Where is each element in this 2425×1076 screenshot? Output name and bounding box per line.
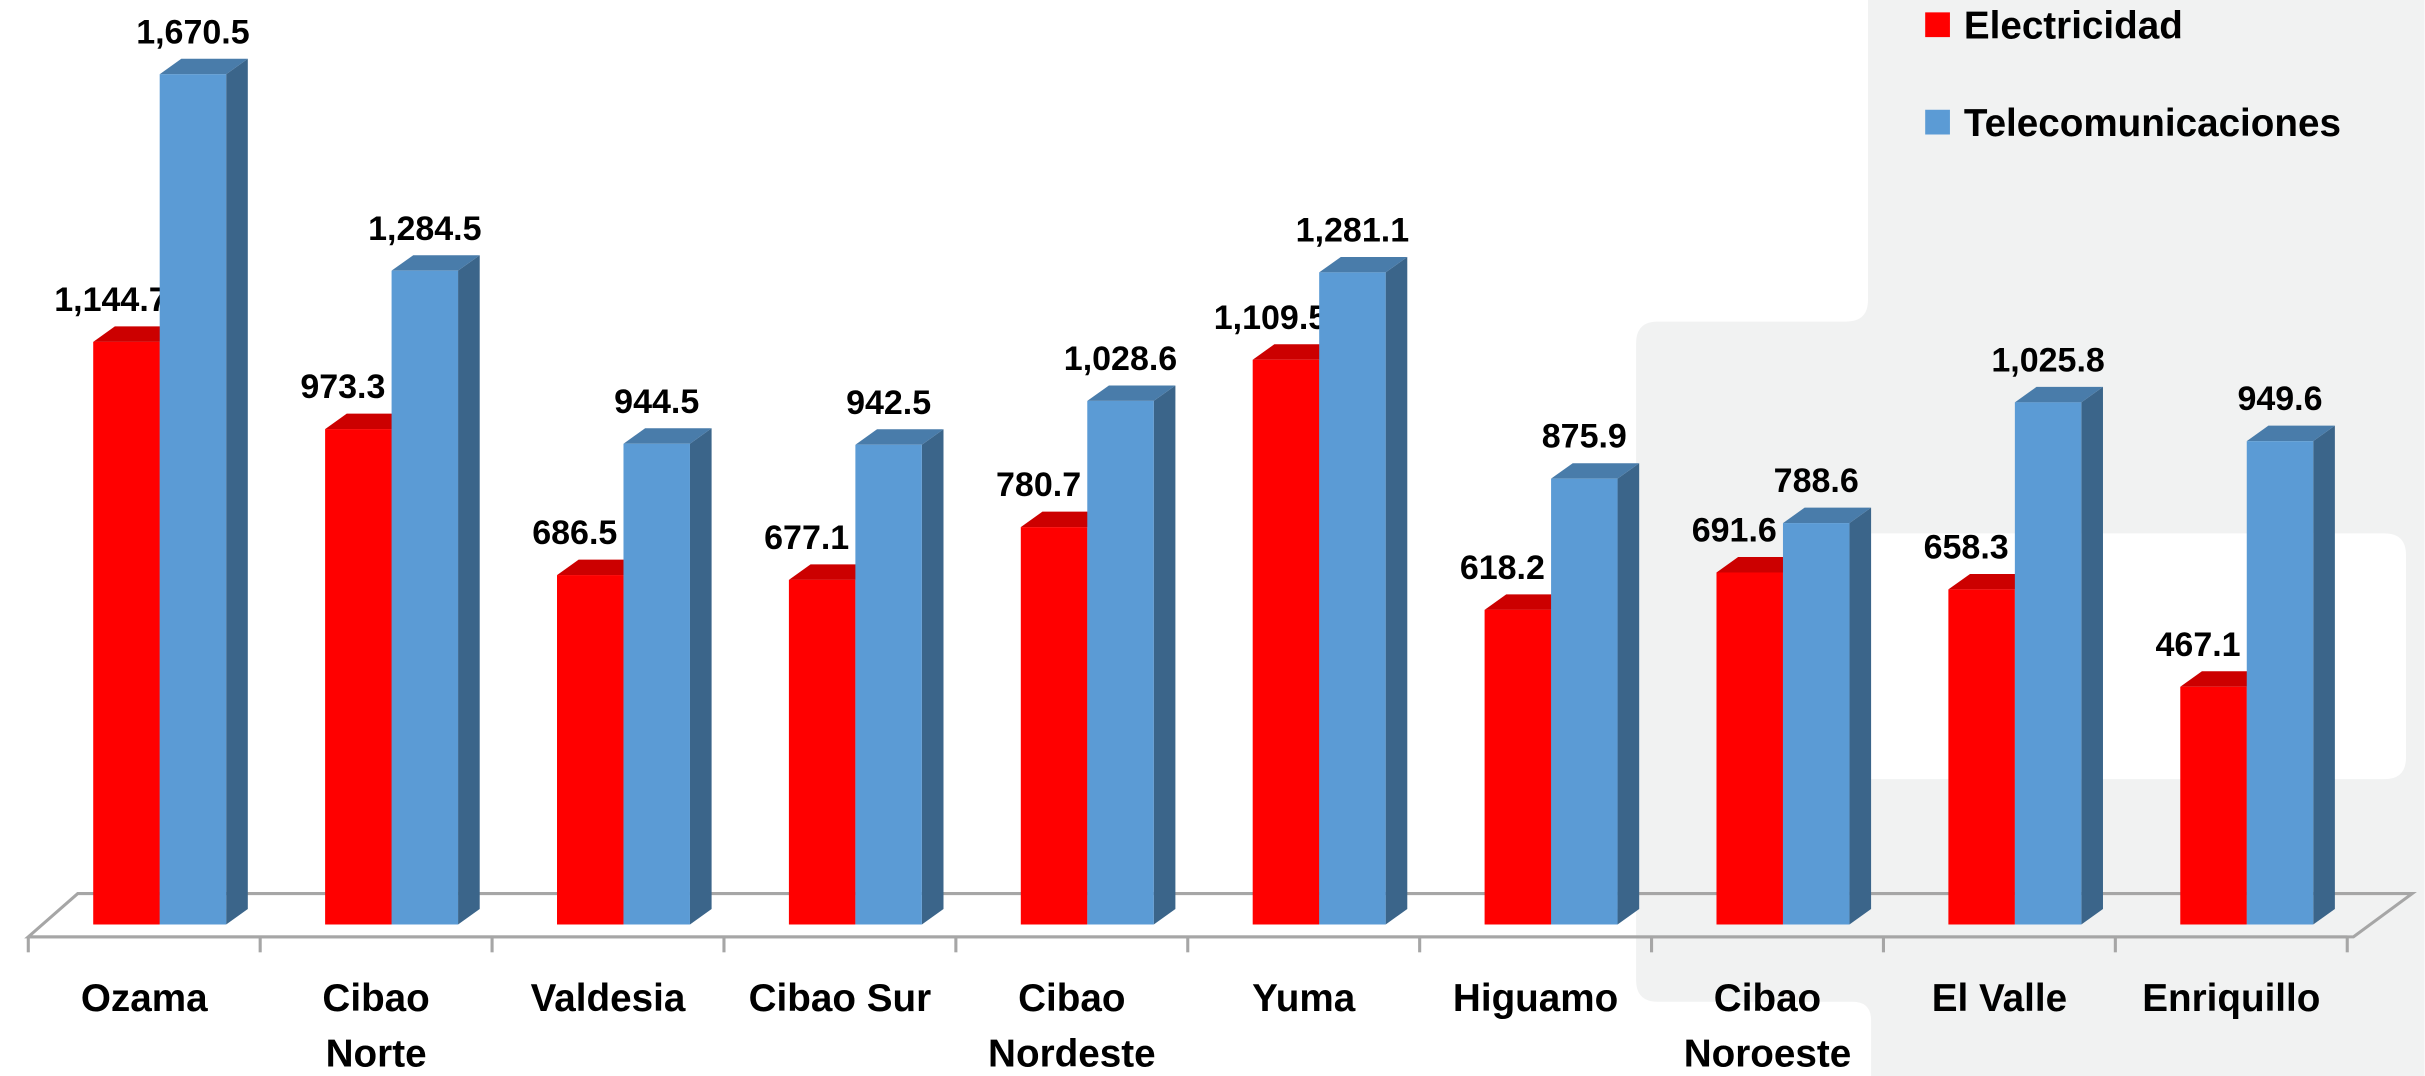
bar-side — [689, 428, 712, 925]
bar-top — [159, 58, 248, 75]
value-label: 1,109.5 — [1214, 299, 1327, 337]
x-tick-label-box: Enriquillo — [2142, 977, 2321, 1021]
bar — [2014, 402, 2082, 925]
bar — [557, 575, 624, 925]
bar — [1087, 400, 1154, 925]
bar — [2246, 441, 2314, 925]
value-label: 618.2 — [1460, 549, 1545, 587]
value-label: 658.3 — [1924, 528, 2009, 566]
value-label: 1,028.6 — [1064, 340, 1177, 378]
value-label: 1,144.7 — [54, 281, 167, 319]
bar — [1252, 359, 1320, 925]
x-tick-label-box: Valdesia — [530, 977, 686, 1021]
bar-top — [1252, 344, 1341, 360]
bar-top — [2180, 671, 2269, 687]
x-tick-label: Cibao Noroeste — [1683, 977, 1852, 1076]
value-label: 973.3 — [300, 368, 385, 406]
bar-top — [93, 326, 182, 342]
x-tick-label: Yuma — [1252, 977, 1356, 1021]
x-tick-label: Valdesia — [530, 977, 686, 1021]
bar-top — [1484, 594, 1573, 610]
bar-side — [1153, 385, 1176, 925]
x-tick-label: Cibao Norte — [322, 977, 430, 1076]
bar-side — [2313, 425, 2335, 925]
bar — [1948, 589, 2015, 925]
bar-side — [921, 429, 944, 925]
bar-top — [623, 428, 712, 444]
bar-top — [325, 413, 414, 430]
bar — [1319, 272, 1386, 925]
bar — [1551, 478, 1618, 925]
bar — [788, 579, 856, 925]
bar-side — [226, 58, 248, 925]
value-label: 677.1 — [764, 519, 849, 557]
bar — [93, 341, 160, 925]
x-tick-label: Enriquillo — [2142, 977, 2321, 1021]
value-label: 691.6 — [1692, 512, 1777, 550]
x-tick-label-box: Higuamo — [1452, 977, 1619, 1021]
value-label: 942.5 — [846, 384, 931, 422]
bar-top — [1948, 573, 2037, 590]
x-tick-label-box: Cibao Norte — [322, 977, 430, 1076]
bar — [1782, 523, 1850, 925]
bar-top — [557, 559, 646, 576]
bar-top — [1551, 463, 1640, 479]
x-tick-label-box: El Valle — [1931, 977, 2068, 1021]
value-label: 1,284.5 — [368, 210, 481, 248]
x-tick-label-box: Ozama — [80, 977, 208, 1021]
value-label: 788.6 — [1774, 462, 1859, 500]
bar — [623, 443, 690, 925]
value-label: 875.9 — [1542, 418, 1627, 456]
x-tick-label: Cibao Nordeste — [988, 977, 1156, 1076]
x-tick-label: Cibao Sur — [748, 977, 932, 1021]
bar-top — [1087, 385, 1176, 401]
bar-side — [1849, 507, 1872, 925]
x-tick-label-box: Yuma — [1252, 977, 1356, 1021]
bar-top — [855, 429, 944, 445]
x-tick-label: El Valle — [1931, 977, 2068, 1021]
legend-swatch — [1925, 109, 1950, 135]
value-label: 1,670.5 — [136, 13, 249, 51]
value-label: 944.5 — [614, 383, 699, 421]
bar-top — [1020, 511, 1109, 528]
value-label: 1,281.1 — [1296, 211, 1409, 249]
value-label: 780.7 — [996, 466, 1081, 504]
bar-top — [2246, 425, 2335, 442]
bar-top — [391, 255, 480, 271]
value-label: 1,025.8 — [1991, 341, 2104, 379]
value-label: 686.5 — [532, 514, 617, 552]
legend-label: Telecomunicaciones — [1964, 102, 2341, 145]
bar-side — [458, 255, 480, 925]
bar — [1020, 527, 1088, 925]
bar-side — [2081, 386, 2103, 925]
bar-side — [1617, 463, 1640, 925]
bar — [1716, 572, 1783, 925]
x-tick-label: Ozama — [80, 977, 208, 1021]
legend-swatch — [1925, 12, 1950, 38]
bar — [855, 444, 922, 925]
bar-top — [1782, 507, 1872, 524]
value-label: 949.6 — [2237, 380, 2322, 418]
legend-label: Electricidad — [1964, 5, 2183, 48]
x-tick-label-box: Cibao Nordeste — [988, 977, 1156, 1076]
value-label: 467.1 — [2156, 626, 2241, 664]
x-tick-label: Higuamo — [1452, 977, 1619, 1021]
bar-side — [1385, 256, 1408, 925]
bar — [391, 270, 459, 925]
bar-top — [1319, 256, 1408, 273]
bar — [2180, 686, 2247, 925]
bar — [325, 429, 392, 925]
bar — [1484, 609, 1552, 925]
bar — [159, 74, 227, 925]
x-tick-label-box: Cibao Noroeste — [1683, 977, 1852, 1076]
x-tick-label-box: Cibao Sur — [748, 977, 932, 1021]
bar-top — [2014, 386, 2103, 403]
bar-top — [788, 564, 878, 580]
bar-top — [1716, 557, 1805, 573]
